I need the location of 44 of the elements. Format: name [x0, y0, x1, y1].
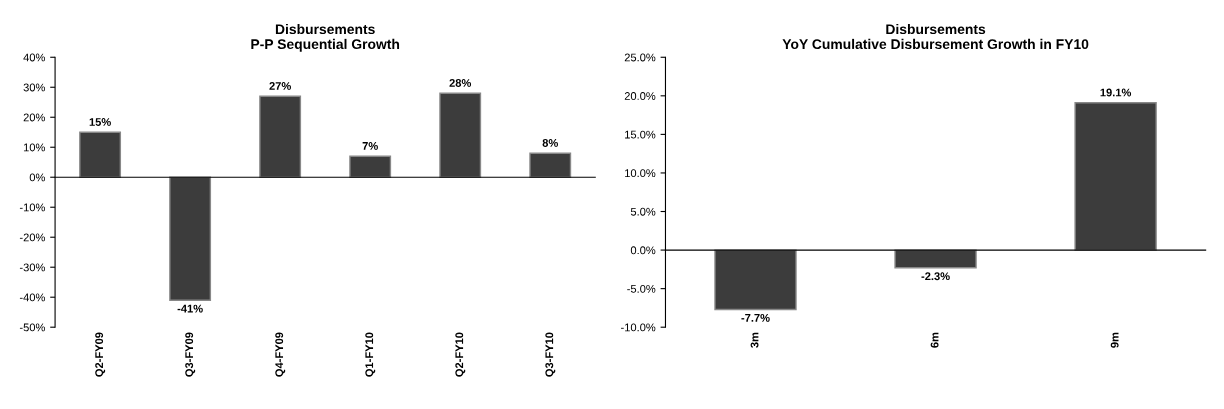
- bar: [169, 176, 212, 301]
- x-tick-label: Q3-FY10: [545, 332, 556, 377]
- y-tick-label: -20%: [19, 233, 45, 242]
- data-label: 19.1%: [1100, 88, 1132, 97]
- data-label: -41%: [177, 304, 203, 313]
- y-tick-label: 25.0%: [624, 53, 656, 62]
- y-tick-label: 20%: [23, 113, 45, 122]
- y-tick-label: -50%: [19, 323, 45, 332]
- y-tick-label: 30%: [23, 83, 45, 92]
- x-tick-label: Q4-FY09: [275, 332, 286, 377]
- bar: [439, 92, 482, 178]
- y-tick-label: -10%: [19, 203, 45, 212]
- x-tick-label: 3m: [750, 332, 759, 348]
- bar: [349, 155, 392, 178]
- x-tick-label: 6m: [930, 332, 939, 348]
- chart-title: Disbursements YoY Cumulative Disbursement Growth in FY10: [782, 23, 1089, 50]
- data-label: 27%: [269, 82, 291, 90]
- data-label: 7%: [362, 142, 378, 150]
- bar: [529, 152, 572, 178]
- chart-title: Disbursements P-P Sequential Growth: [251, 23, 400, 52]
- y-tick-label: -5.0%: [627, 284, 656, 293]
- y-tick-label: -40%: [19, 293, 45, 302]
- y-tick-label: 0.0%: [630, 246, 656, 255]
- y-tick-label: 5.0%: [630, 207, 656, 216]
- data-label: -2.3%: [921, 272, 950, 281]
- y-tick-label: 10%: [23, 143, 45, 152]
- x-tick-label: Q2-FY09: [95, 332, 106, 377]
- x-tick-label: Q2-FY10: [455, 332, 466, 377]
- bar: [79, 131, 122, 178]
- y-tick-label: 0%: [29, 173, 45, 182]
- y-tick-label: 10.0%: [625, 169, 656, 178]
- y-tick-label: 40%: [23, 53, 45, 62]
- bar: [259, 95, 302, 178]
- y-tick-label: -30%: [19, 263, 45, 272]
- y-tick-label: 20.0%: [624, 92, 656, 100]
- y-tick-label: 15.0%: [625, 130, 656, 139]
- data-label: 8%: [542, 139, 558, 147]
- data-label: 28%: [449, 79, 472, 87]
- x-tick-label: Q1-FY10: [365, 332, 376, 377]
- data-label: -7.7%: [741, 313, 770, 322]
- y-tick-label: -10.0%: [621, 323, 656, 332]
- data-label: 15%: [89, 118, 111, 126]
- x-tick-label: 9m: [1110, 332, 1119, 348]
- x-tick-label: Q3-FY09: [185, 332, 196, 377]
